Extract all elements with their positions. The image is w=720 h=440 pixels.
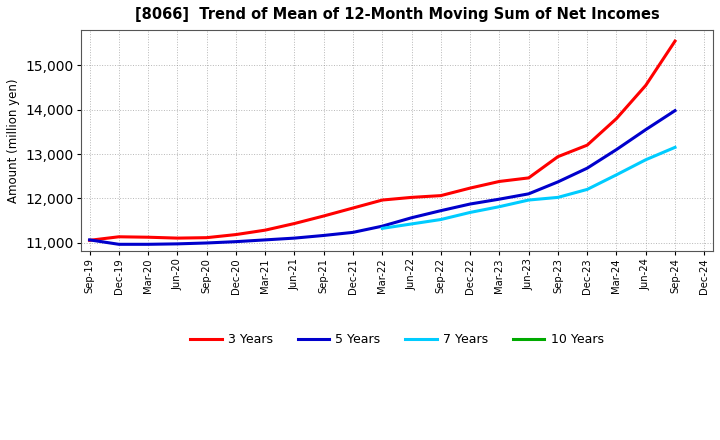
3 Years <box>436 193 445 198</box>
3 Years <box>290 221 299 226</box>
7 Years <box>466 210 474 215</box>
5 Years <box>583 165 592 171</box>
5 Years <box>173 241 181 246</box>
7 Years <box>408 221 416 227</box>
5 Years <box>671 108 680 113</box>
3 Years <box>114 234 123 239</box>
7 Years <box>612 172 621 177</box>
5 Years <box>612 147 621 152</box>
3 Years <box>144 235 153 240</box>
3 Years <box>408 195 416 200</box>
5 Years <box>466 202 474 207</box>
3 Years <box>348 205 357 211</box>
5 Years <box>554 179 562 184</box>
Line: 5 Years: 5 Years <box>89 110 675 244</box>
5 Years <box>348 230 357 235</box>
3 Years <box>232 232 240 237</box>
3 Years <box>554 154 562 159</box>
3 Years <box>495 179 504 184</box>
3 Years <box>524 175 533 180</box>
5 Years <box>524 191 533 197</box>
3 Years <box>583 143 592 148</box>
7 Years <box>436 217 445 222</box>
3 Years <box>320 213 328 219</box>
3 Years <box>85 238 94 243</box>
Legend: 3 Years, 5 Years, 7 Years, 10 Years: 3 Years, 5 Years, 7 Years, 10 Years <box>185 329 608 352</box>
Line: 7 Years: 7 Years <box>382 147 675 228</box>
3 Years <box>173 235 181 241</box>
Y-axis label: Amount (million yen): Amount (million yen) <box>7 78 20 203</box>
7 Years <box>524 198 533 203</box>
5 Years <box>642 127 650 132</box>
3 Years <box>642 83 650 88</box>
5 Years <box>436 208 445 213</box>
5 Years <box>232 239 240 244</box>
Title: [8066]  Trend of Mean of 12-Month Moving Sum of Net Incomes: [8066] Trend of Mean of 12-Month Moving … <box>135 7 660 22</box>
5 Years <box>202 240 211 246</box>
Line: 3 Years: 3 Years <box>89 41 675 240</box>
3 Years <box>261 227 269 233</box>
5 Years <box>495 197 504 202</box>
3 Years <box>671 38 680 44</box>
5 Years <box>85 237 94 242</box>
3 Years <box>202 235 211 240</box>
5 Years <box>320 233 328 238</box>
7 Years <box>554 195 562 200</box>
3 Years <box>378 198 387 203</box>
7 Years <box>671 145 680 150</box>
5 Years <box>290 235 299 241</box>
7 Years <box>495 204 504 209</box>
5 Years <box>261 237 269 242</box>
5 Years <box>144 242 153 247</box>
5 Years <box>114 242 123 247</box>
3 Years <box>466 185 474 191</box>
3 Years <box>612 116 621 121</box>
7 Years <box>583 187 592 192</box>
7 Years <box>378 226 387 231</box>
5 Years <box>408 215 416 220</box>
5 Years <box>378 224 387 229</box>
7 Years <box>642 157 650 162</box>
